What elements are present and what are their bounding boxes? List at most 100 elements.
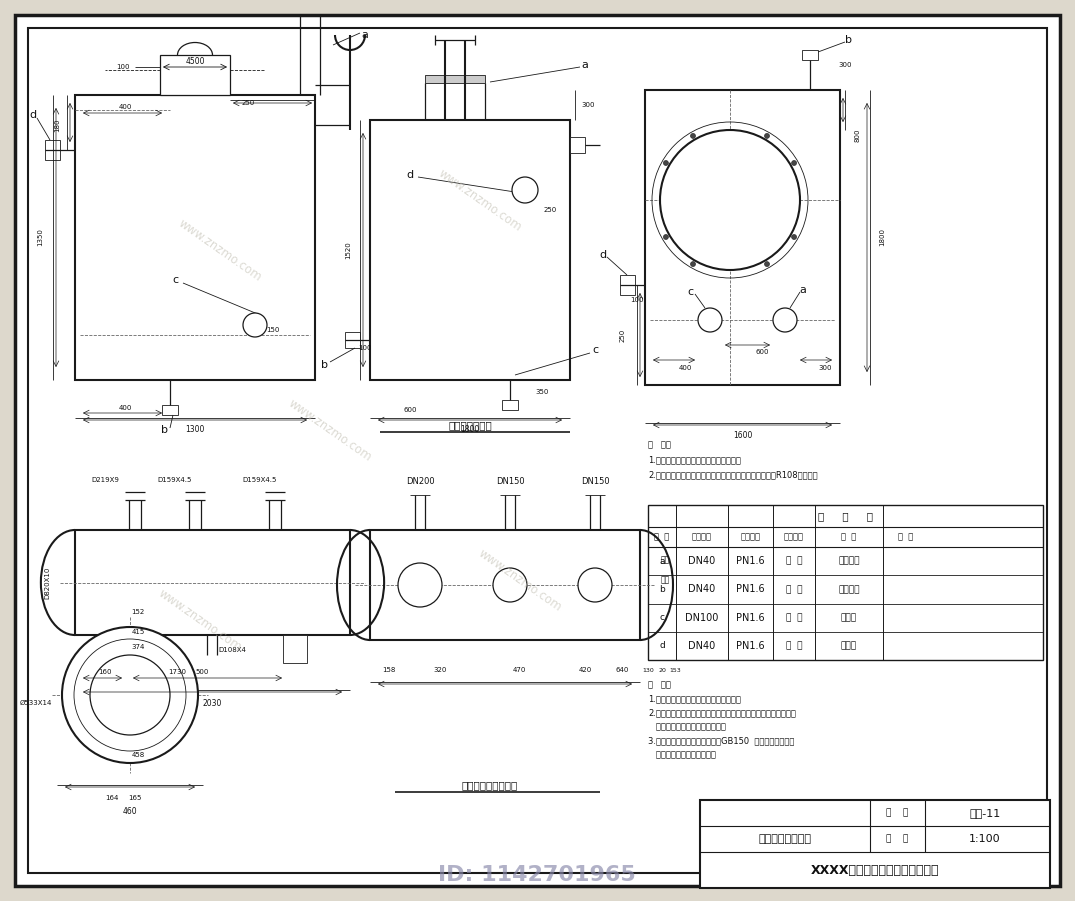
Text: d: d [600, 250, 606, 260]
Text: 470: 470 [513, 667, 526, 673]
Bar [620, 275, 635, 295]
Text: 500: 500 [196, 669, 210, 675]
Text: 400: 400 [118, 104, 132, 110]
Text: Ø533X14: Ø533X14 [19, 700, 52, 706]
Circle shape [698, 308, 722, 332]
Text: 250: 250 [242, 100, 255, 106]
Circle shape [660, 130, 800, 270]
Circle shape [578, 568, 612, 602]
Text: c: c [687, 287, 693, 297]
Bar [162, 405, 178, 415]
Text: d: d [406, 170, 414, 180]
Text: a: a [800, 285, 806, 295]
Text: 2030: 2030 [203, 698, 223, 707]
Text: DN40: DN40 [688, 556, 716, 566]
Text: 放水管口: 放水管口 [838, 557, 860, 566]
Text: 374: 374 [131, 644, 145, 650]
Text: b: b [845, 35, 851, 45]
Text: b: b [659, 585, 664, 594]
Text: 集热: 集热 [660, 556, 670, 565]
Text: 集（分）水缸大样图: 集（分）水缸大样图 [462, 780, 518, 790]
Text: 160: 160 [98, 669, 112, 675]
Circle shape [690, 261, 696, 267]
Text: a: a [659, 557, 664, 566]
Text: 300: 300 [818, 365, 832, 371]
Text: 备   注：: 备 注： [648, 440, 671, 449]
Text: 100: 100 [116, 64, 130, 70]
Text: 400: 400 [118, 405, 132, 411]
Text: 180: 180 [54, 118, 60, 132]
Text: 640: 640 [616, 667, 629, 673]
Text: 100: 100 [630, 297, 644, 303]
Text: c: c [592, 345, 598, 355]
Text: www.znzmo.com: www.znzmo.com [435, 167, 525, 233]
Circle shape [764, 133, 770, 139]
Text: 图    号: 图 号 [886, 808, 908, 817]
Text: 溢流口: 溢流口 [841, 642, 857, 651]
Text: 水笱及水缸大样图: 水笱及水缸大样图 [759, 834, 812, 844]
Text: 800: 800 [855, 128, 861, 141]
Text: XXXX供热外网及换热站工程设计: XXXX供热外网及换热站工程设计 [811, 863, 940, 877]
Text: 458: 458 [131, 752, 145, 758]
Text: 250: 250 [543, 207, 557, 213]
Bar [570, 137, 585, 153]
Circle shape [773, 308, 797, 332]
Circle shape [663, 234, 669, 240]
Text: DN40: DN40 [688, 585, 716, 595]
Circle shape [512, 177, 538, 203]
Text: 比    例: 比 例 [886, 834, 908, 843]
Text: 165: 165 [128, 795, 142, 801]
Text: 压力等级: 压力等级 [741, 532, 760, 542]
Bar [425, 75, 485, 83]
Circle shape [62, 627, 198, 763]
Text: 备   注：: 备 注： [648, 680, 671, 689]
Text: PN1.6: PN1.6 [736, 641, 764, 651]
Bar [160, 55, 230, 95]
Text: b: b [321, 360, 329, 370]
Text: 1300: 1300 [185, 425, 204, 434]
Bar [283, 635, 307, 663]
Text: DN200: DN200 [405, 478, 434, 487]
Circle shape [663, 160, 669, 166]
Bar [645, 90, 840, 385]
Text: 用  途: 用 途 [842, 532, 857, 542]
Text: www.znzmo.com: www.znzmo.com [476, 546, 564, 614]
Text: 350: 350 [535, 389, 548, 395]
Text: 2.本分（集）水缸为压力容器，系统应具备各压力容器法计及制造: 2.本分（集）水缸为压力容器，系统应具备各压力容器法计及制造 [648, 708, 796, 717]
Text: d: d [659, 642, 664, 651]
Text: 460: 460 [123, 806, 138, 815]
Text: ID: 1142701965: ID: 1142701965 [439, 865, 636, 885]
Text: 平  焺: 平 焺 [786, 613, 802, 622]
Text: 设计、制造、检验、验收。: 设计、制造、检验、验收。 [648, 750, 716, 759]
Text: 415: 415 [131, 629, 145, 635]
Text: www.znzmo.com: www.znzmo.com [176, 216, 264, 284]
Text: 20: 20 [658, 668, 665, 672]
Bar [108, 635, 132, 663]
Text: 1.本图为订货条件图，不能作制造图用。: 1.本图为订货条件图，不能作制造图用。 [648, 694, 741, 703]
Text: D159X4.5: D159X4.5 [243, 477, 277, 483]
Text: 水笱接管大样图: 水笱接管大样图 [448, 420, 492, 430]
Text: 158: 158 [383, 667, 396, 673]
Text: 管     件     表: 管 件 表 [818, 511, 873, 521]
Text: 1520: 1520 [345, 241, 352, 259]
Text: 1350: 1350 [37, 229, 43, 247]
Circle shape [493, 568, 527, 602]
Text: 150: 150 [267, 327, 280, 333]
Text: 300: 300 [838, 62, 851, 68]
Text: 600: 600 [756, 349, 770, 355]
Text: PN1.6: PN1.6 [736, 585, 764, 595]
Text: 连接型式: 连接型式 [784, 532, 804, 542]
Text: 100: 100 [358, 345, 372, 351]
Text: D159X4.5: D159X4.5 [158, 477, 192, 483]
Text: 130: 130 [642, 668, 654, 672]
Text: 1800: 1800 [460, 425, 479, 434]
Text: c: c [172, 275, 178, 285]
Bar [370, 120, 570, 380]
Text: 600: 600 [403, 407, 417, 413]
Text: DN150: DN150 [496, 478, 525, 487]
Bar [700, 800, 1050, 888]
Text: 备  注: 备 注 [898, 532, 913, 542]
Text: D219X9: D219X9 [91, 477, 119, 483]
Text: 暖通-11: 暖通-11 [970, 808, 1001, 818]
Text: D820X10: D820X10 [44, 567, 51, 598]
